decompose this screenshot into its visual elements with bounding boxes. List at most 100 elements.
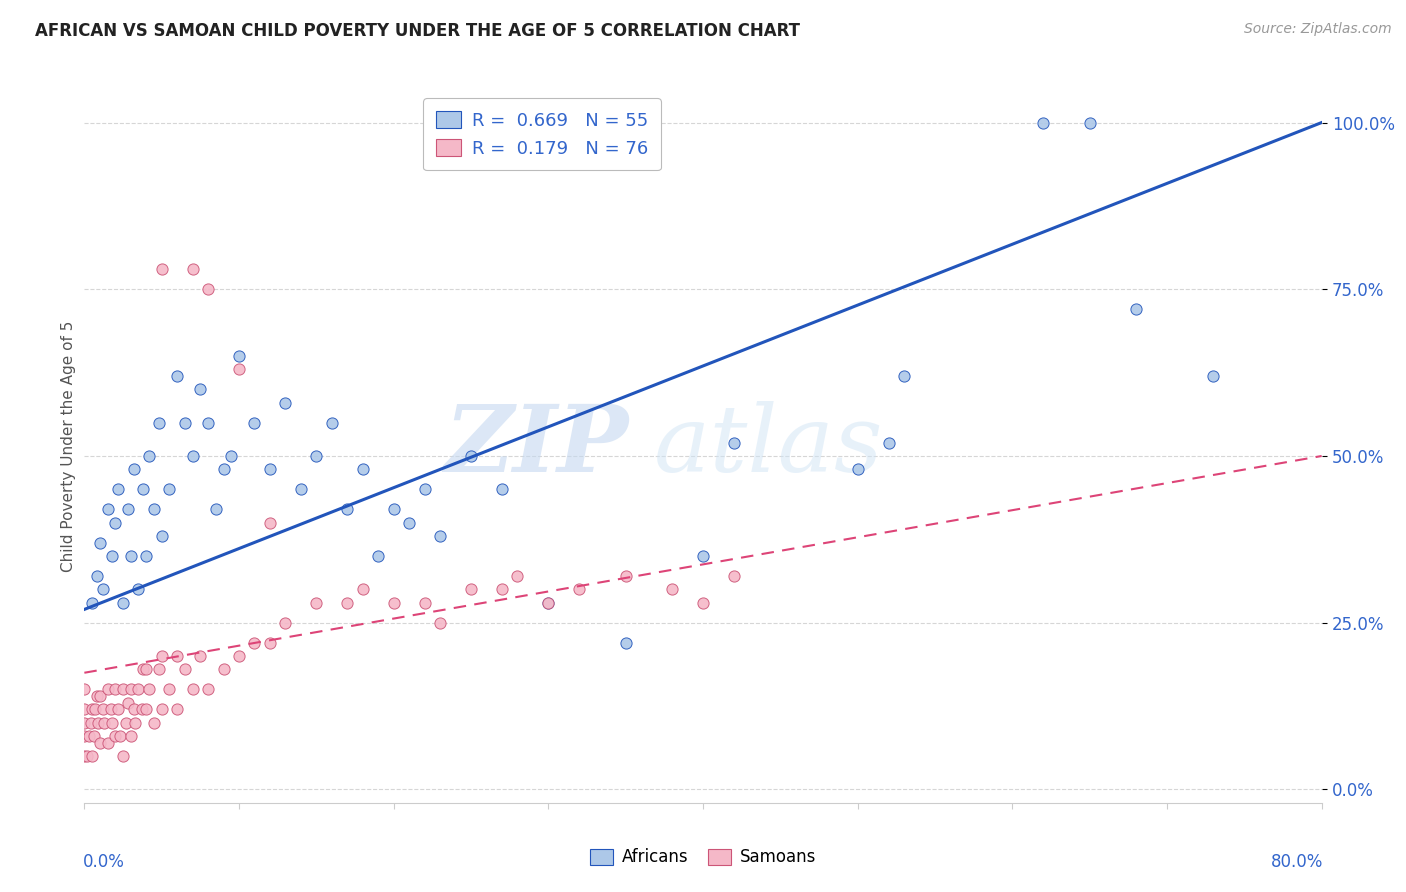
Point: [212, 662, 235, 676]
Point: [122, 702, 145, 716]
Point: [614, 636, 637, 650]
Point: [91, 582, 114, 597]
Point: [228, 349, 250, 363]
Point: [181, 682, 204, 697]
Point: [84, 702, 107, 716]
Point: [429, 615, 451, 630]
Point: [243, 636, 266, 650]
Point: [614, 569, 637, 583]
Point: [138, 449, 160, 463]
Point: [120, 549, 142, 563]
Point: [150, 649, 173, 664]
Point: [127, 582, 149, 597]
Point: [259, 516, 281, 530]
Point: [506, 569, 529, 583]
Point: [104, 729, 127, 743]
Point: [197, 416, 219, 430]
Point: [537, 596, 560, 610]
Point: [205, 502, 228, 516]
Point: [96, 502, 118, 516]
Point: [86, 689, 108, 703]
Text: AFRICAN VS SAMOAN CHILD POVERTY UNDER THE AGE OF 5 CORRELATION CHART: AFRICAN VS SAMOAN CHILD POVERTY UNDER TH…: [35, 22, 800, 40]
Point: [148, 662, 170, 676]
Point: [692, 549, 714, 563]
Point: [166, 649, 188, 664]
Point: [104, 516, 127, 530]
Point: [413, 596, 436, 610]
Point: [1125, 302, 1147, 317]
Point: [93, 715, 115, 730]
Point: [893, 368, 915, 383]
Point: [174, 416, 197, 430]
Point: [82, 596, 104, 610]
Point: [83, 729, 105, 743]
Point: [398, 516, 420, 530]
Point: [174, 662, 197, 676]
Point: [661, 582, 683, 597]
Point: [228, 362, 250, 376]
Point: [82, 749, 104, 764]
Point: [382, 502, 405, 516]
Point: [181, 449, 204, 463]
Point: [120, 682, 142, 697]
Point: [166, 702, 188, 716]
Point: [382, 596, 405, 610]
Point: [568, 582, 591, 597]
Point: [124, 715, 146, 730]
Point: [107, 483, 129, 497]
Point: [108, 729, 131, 743]
Point: [117, 696, 139, 710]
Text: 0.0%: 0.0%: [83, 853, 125, 871]
Point: [259, 636, 281, 650]
Point: [87, 715, 110, 730]
Point: [219, 449, 242, 463]
Point: [73, 682, 96, 697]
Point: [1078, 115, 1101, 129]
Point: [73, 729, 96, 743]
Point: [336, 596, 359, 610]
Point: [107, 702, 129, 716]
Point: [491, 582, 513, 597]
Point: [212, 462, 235, 476]
Point: [321, 416, 343, 430]
Point: [132, 483, 155, 497]
Point: [73, 715, 96, 730]
Point: [877, 435, 900, 450]
Point: [274, 615, 297, 630]
Point: [148, 416, 170, 430]
Point: [100, 702, 122, 716]
Point: [89, 689, 111, 703]
Point: [101, 549, 124, 563]
Point: [305, 449, 328, 463]
Point: [491, 483, 513, 497]
Point: [336, 502, 359, 516]
Point: [352, 582, 374, 597]
Point: [131, 702, 153, 716]
Point: [89, 535, 111, 549]
Point: [1032, 115, 1054, 129]
Text: Source: ZipAtlas.com: Source: ZipAtlas.com: [1244, 22, 1392, 37]
Point: [413, 483, 436, 497]
Point: [138, 682, 160, 697]
Point: [181, 262, 204, 277]
Point: [429, 529, 451, 543]
Point: [112, 749, 135, 764]
Point: [460, 582, 482, 597]
Point: [723, 435, 745, 450]
Point: [117, 502, 139, 516]
Legend: Africans, Samoans: Africans, Samoans: [583, 842, 823, 873]
Point: [77, 729, 100, 743]
Point: [122, 462, 145, 476]
Point: [112, 596, 135, 610]
Point: [197, 282, 219, 296]
Point: [132, 662, 155, 676]
Point: [73, 749, 96, 764]
Point: [112, 682, 135, 697]
Text: atlas: atlas: [654, 401, 883, 491]
Point: [723, 569, 745, 583]
Point: [1202, 368, 1225, 383]
Point: [82, 702, 104, 716]
Point: [135, 702, 157, 716]
Point: [150, 262, 173, 277]
Point: [537, 596, 560, 610]
